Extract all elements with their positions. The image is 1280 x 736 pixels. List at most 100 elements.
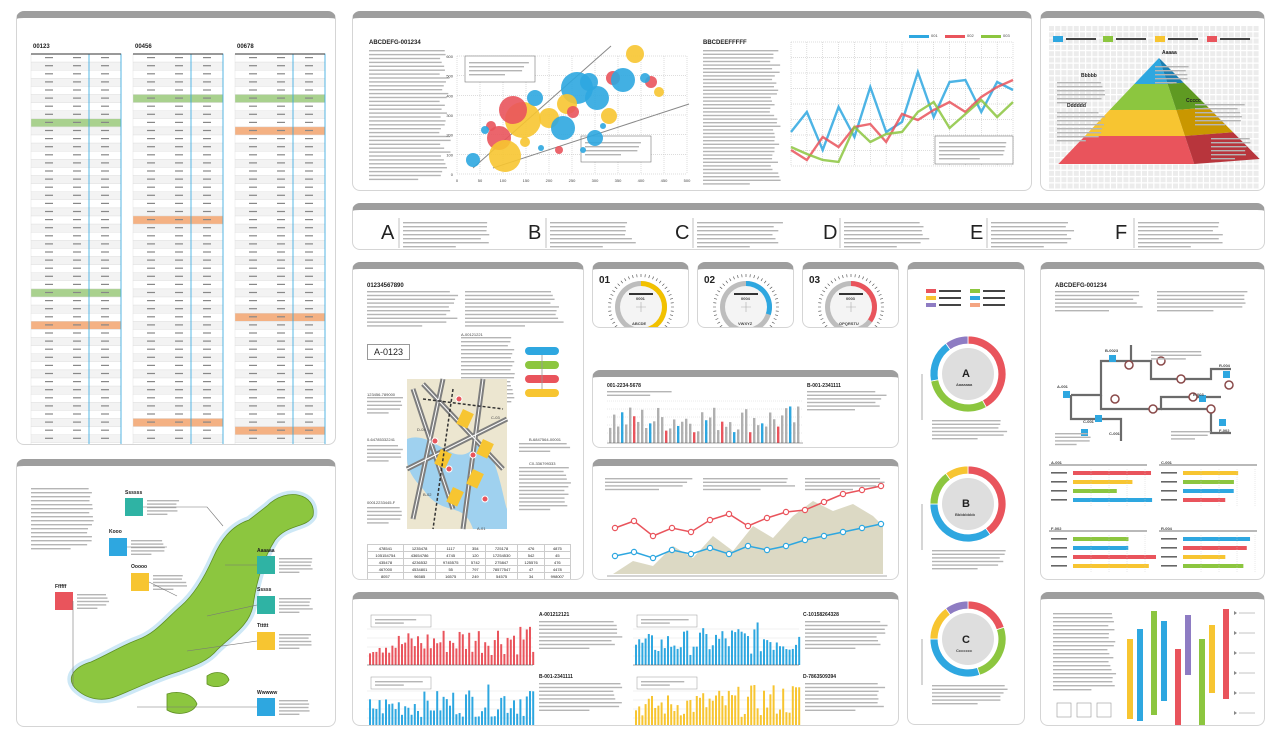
- dial-tick: [612, 290, 616, 293]
- bottom-bar: [407, 633, 410, 665]
- table-cell: [101, 57, 109, 59]
- tree-intro-line: [1157, 306, 1243, 308]
- japan-intro-line: [31, 504, 93, 506]
- letter-text-line: [550, 226, 626, 228]
- table-cell: [45, 429, 53, 431]
- pyramid-bg-cell: [1117, 32, 1123, 38]
- map-side-line: [519, 467, 569, 469]
- bubble-point: [520, 137, 530, 147]
- table-cell: [305, 219, 313, 221]
- pyramid-bg-cell: [1154, 57, 1160, 63]
- pyramid-bg-cell: [1049, 145, 1054, 151]
- table-cell: [277, 259, 285, 261]
- japan-label-text: [279, 598, 312, 600]
- dial-tick: [820, 318, 824, 320]
- pyramid-bg-cell: [1204, 63, 1209, 69]
- table-cell: [203, 283, 211, 285]
- bottom-bar-callout-line: [375, 684, 404, 686]
- letter-e: E: [970, 222, 984, 244]
- map-label-2: 123456-789000: [367, 392, 396, 397]
- pyramid-bg-cell: [1222, 95, 1228, 101]
- bottom-bar-side-line: [539, 636, 623, 638]
- table-cell: [175, 235, 183, 237]
- bottom-bar: [711, 645, 714, 665]
- pyramid-bg-cell: [1061, 183, 1067, 189]
- vbar-text-line: [1053, 661, 1109, 663]
- dial-tick: [717, 321, 721, 324]
- bottom-bar: [413, 704, 416, 725]
- table-cell: [101, 332, 109, 334]
- bubble-x-tick: 0: [456, 178, 459, 183]
- table-cell: [305, 300, 313, 302]
- pyramid-bg-cell: [1204, 183, 1209, 189]
- pyramid-bg-cell: [1080, 51, 1085, 57]
- letter-text-line: [403, 246, 456, 248]
- pyramid-bg-cell: [1092, 26, 1098, 31]
- line-description-line: [703, 129, 774, 131]
- bottom-bar: [417, 710, 419, 725]
- dial-tick: [869, 280, 872, 284]
- bottom-bar: [519, 699, 522, 725]
- pyramid-bg-cell: [1055, 101, 1061, 107]
- pyramid-text-line: [1195, 104, 1245, 106]
- tree-branch: [1071, 359, 1181, 397]
- bottom-bar: [715, 695, 717, 725]
- tree-panel-row-label: [1051, 490, 1067, 492]
- tree-intro-line: [1157, 294, 1245, 297]
- bubble-x-tick: 400: [638, 178, 645, 183]
- vbar-text-line: [1053, 677, 1113, 679]
- pyramid-bg-cell: [1235, 63, 1240, 69]
- table-cell: [101, 113, 109, 115]
- bottom-bar: [452, 642, 455, 665]
- dial-tick: [827, 283, 830, 286]
- bottom-bar: [798, 687, 801, 725]
- pyramid-bg-cell: [1049, 170, 1054, 176]
- pyramid-bg-cell: [1061, 89, 1067, 94]
- bubble-y-tick: 600: [446, 54, 453, 59]
- pyramid-bg-cell: [1160, 164, 1166, 170]
- pyramid-bg-cell: [1049, 101, 1054, 107]
- dial-tick: [838, 276, 840, 280]
- pyramid-bg-cell: [1080, 101, 1085, 107]
- bubble-point: [601, 108, 617, 124]
- donut-text-line: [932, 695, 1001, 698]
- table-cell: [203, 73, 211, 75]
- bottom-bar: [657, 705, 660, 725]
- donut-legend-swatch: [970, 289, 980, 293]
- bubble-description-line: [369, 96, 447, 99]
- pyramid-legend-swatch: [1053, 36, 1063, 42]
- table-cell: [203, 324, 211, 326]
- mid-bar: [793, 422, 796, 443]
- japan-leader-line: [206, 604, 258, 617]
- bubble-description-line: [369, 108, 442, 110]
- pyramid-bg-cell: [1098, 89, 1104, 94]
- table-cell: [249, 324, 257, 326]
- pyramid-bg-cell: [1210, 70, 1216, 76]
- area-point-blue: [839, 528, 847, 536]
- dial-1-label: ABCDE: [632, 321, 647, 326]
- table-cell: [45, 243, 53, 245]
- bubble-description-line: [369, 120, 446, 122]
- pyramid-bg-cell: [1055, 32, 1061, 38]
- letter-text-line: [1138, 238, 1219, 240]
- donut-segment: [945, 600, 969, 616]
- pyramid-bg-cell: [1111, 76, 1116, 82]
- table-cell: [175, 81, 183, 83]
- pyramid-bg-cell: [1061, 44, 1067, 50]
- bottom-bar-side-line: [805, 647, 856, 649]
- bubble-description-line: [369, 53, 446, 56]
- bottom-bar-side-line: [805, 643, 881, 646]
- bubble-description-line: [369, 92, 449, 95]
- bubble-description-line: [369, 135, 451, 138]
- tree-panel-row-label: [1161, 499, 1177, 501]
- mid-bar: [717, 430, 720, 443]
- pyramid-bg-cell: [1067, 38, 1073, 44]
- table-cell: [277, 275, 285, 277]
- table-cell: [45, 413, 53, 415]
- bottom-bar: [525, 696, 528, 725]
- pyramid-bg-cell: [1154, 44, 1160, 50]
- pyramid-bg-cell: [1104, 44, 1110, 50]
- bottom-bar: [474, 716, 477, 725]
- table-cell: [203, 267, 211, 269]
- table-cell: [305, 340, 313, 342]
